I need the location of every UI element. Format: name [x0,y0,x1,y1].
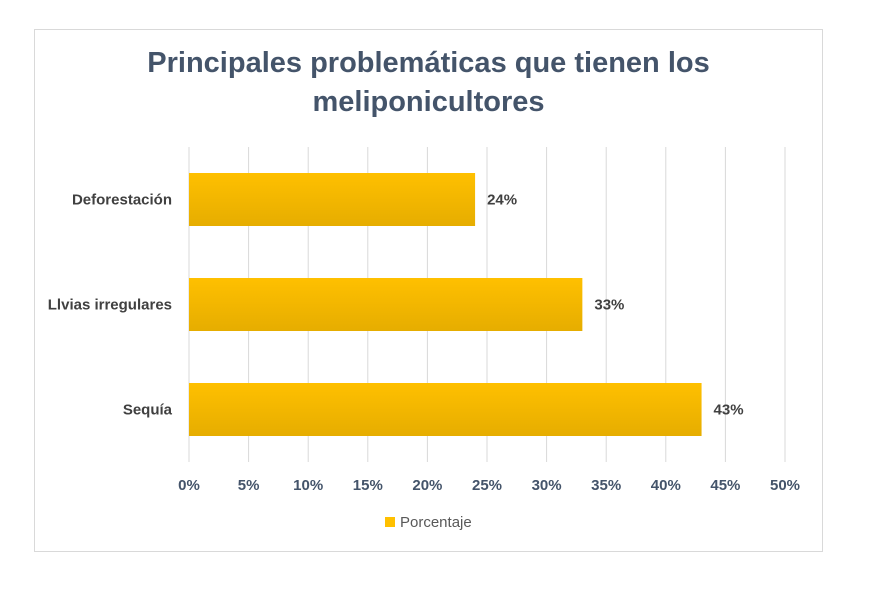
x-tick-label: 50% [770,477,800,494]
category-label: Llvias irregulares [48,297,172,314]
chart-title: Principales problemáticas que tienen los… [147,47,710,118]
x-tick-label: 15% [353,477,383,494]
legend-swatch [385,517,395,527]
x-tick-label: 10% [293,477,323,494]
labels: 0% 5% 10% 15% 20% 25% 30% 35% 40% 45% 50% Deforesta… [48,192,800,495]
data-label: 43% [714,402,744,419]
x-tick-label: 45% [710,477,740,494]
legend: Porcentaje [385,514,472,531]
x-tick-label: 40% [651,477,681,494]
legend-label: Porcentaje [400,514,472,531]
category-label: Deforestación [72,192,172,209]
data-label: 24% [487,192,517,209]
x-tick-label: 5% [238,477,260,494]
bar [189,383,702,436]
data-label: 33% [594,297,624,314]
x-tick-label: 25% [472,477,502,494]
bar [189,173,476,226]
x-tick-label: 0% [178,477,200,494]
category-label: Sequía [123,402,173,419]
bars [189,173,702,436]
x-tick-label: 35% [591,477,621,494]
x-tick-label: 20% [412,477,442,494]
bar [189,278,583,331]
x-tick-label: 30% [532,477,562,494]
